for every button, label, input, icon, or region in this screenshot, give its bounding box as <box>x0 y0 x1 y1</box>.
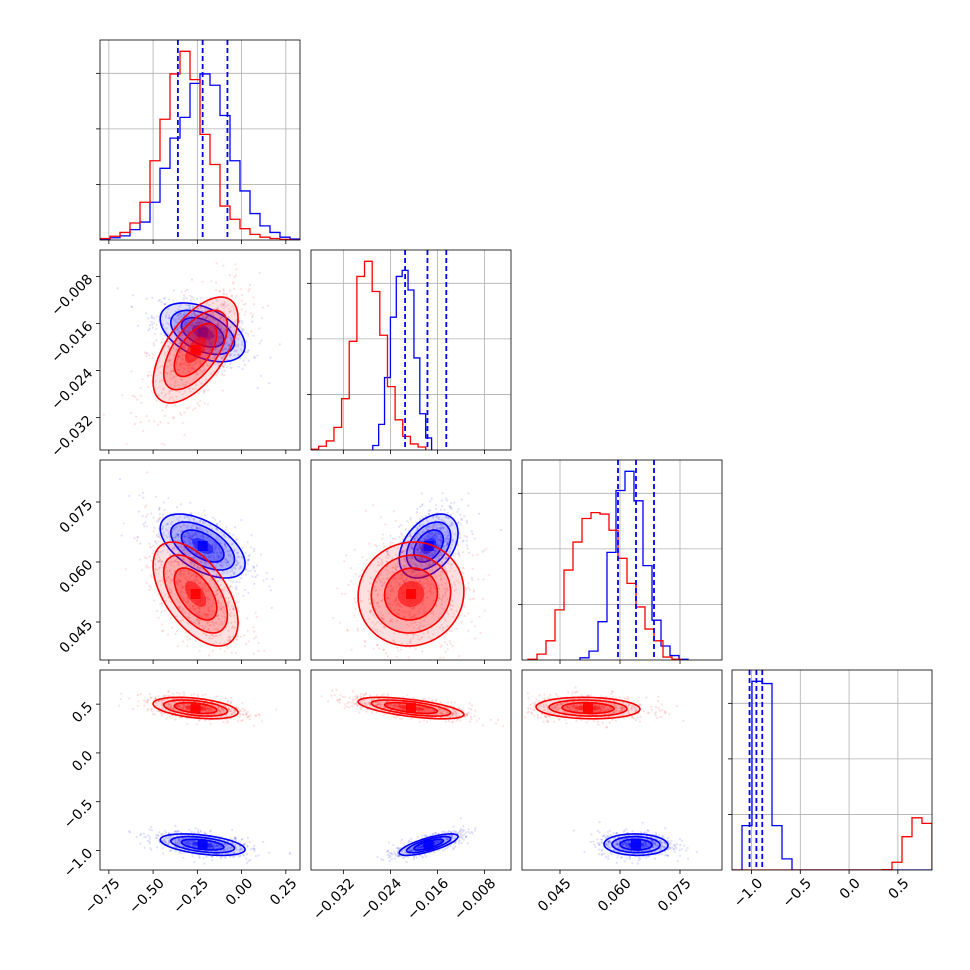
red-histogram-0 <box>100 50 300 240</box>
blue-contour <box>405 835 452 854</box>
blue-contour <box>611 835 661 854</box>
red-contour <box>162 554 229 634</box>
x-tick-label: −0.008 <box>451 875 499 923</box>
red-peak-marker <box>406 703 416 714</box>
scatter-panel-3-2 <box>521 669 723 874</box>
red-histogram-2 <box>527 511 682 660</box>
blue-peak-marker <box>423 541 434 551</box>
y-tick-label: −0.016 <box>48 318 96 366</box>
x-tick-label: −0.016 <box>404 875 452 923</box>
red-contour <box>173 322 218 378</box>
x-tick-label: −0.5 <box>780 875 815 910</box>
red-contour <box>383 567 439 621</box>
x-tick-label: −0.032 <box>310 875 358 923</box>
red-peak-marker <box>190 589 201 599</box>
red-contour <box>173 701 218 715</box>
y-tick-label: 0.060 <box>57 557 97 597</box>
scatter-panel-3-1 <box>310 669 512 874</box>
blue-contour <box>180 529 225 563</box>
red-peak-marker <box>190 345 201 355</box>
panel-frame <box>310 249 512 451</box>
red-peak-marker <box>190 703 201 714</box>
blue-contour <box>398 513 459 579</box>
panel-frame <box>310 669 512 871</box>
blue-contour <box>603 833 669 857</box>
red-contour <box>162 309 229 391</box>
blue-peak-marker <box>423 839 434 850</box>
red-contour <box>162 699 229 717</box>
blue-histogram-3 <box>732 680 932 870</box>
x-tick-label: 0.060 <box>595 875 635 915</box>
x-tick-label: 0.0 <box>837 875 864 902</box>
red-contour <box>357 696 465 720</box>
y-tick-label: −0.032 <box>48 413 96 461</box>
red-contour <box>152 296 239 404</box>
blue-histogram-1 <box>372 269 433 450</box>
panel-frame <box>521 459 723 661</box>
x-tick-label: −1.0 <box>731 875 766 910</box>
red-peak-marker <box>406 589 416 599</box>
hist-panel-3 <box>728 669 933 874</box>
blue-peak-marker <box>631 839 641 850</box>
y-tick-label: 0.045 <box>57 617 97 657</box>
red-histogram-1 <box>311 260 427 450</box>
x-tick-label: 0.075 <box>655 875 695 915</box>
red-histogram-3 <box>732 817 932 870</box>
red-contour <box>548 699 628 717</box>
hist-panel-2 <box>518 459 723 664</box>
blue-contour <box>619 838 653 851</box>
blue-histogram-2 <box>579 470 689 660</box>
x-tick-label: 0.25 <box>267 875 300 908</box>
y-tick-label: −0.5 <box>61 797 96 832</box>
scatter-panel-2-0 <box>96 459 301 664</box>
blue-peak-marker <box>197 541 208 551</box>
panel-frame <box>310 459 512 661</box>
blue-contour <box>398 833 459 857</box>
panel-frame <box>99 39 301 241</box>
blue-contour <box>413 529 445 563</box>
red-contour <box>561 701 615 715</box>
blue-peak-marker <box>197 327 208 338</box>
panel-frame <box>521 669 723 871</box>
panel-frame <box>99 459 301 661</box>
scatter-panel-1-0 <box>96 249 301 454</box>
x-tick-label: 0.00 <box>223 875 256 908</box>
y-tick-label: −0.008 <box>48 271 96 319</box>
red-contour <box>535 696 641 720</box>
scatter-panel-3-0 <box>96 669 301 874</box>
blue-peak-marker <box>197 839 208 850</box>
scatter-panel-2-1 <box>310 459 512 664</box>
blue-contour <box>413 838 445 851</box>
red-contour <box>383 701 439 715</box>
y-tick-label: −0.024 <box>48 366 96 414</box>
hist-panel-0 <box>96 39 301 244</box>
panel-frame <box>99 249 301 451</box>
y-tick-label: 0.075 <box>57 497 97 537</box>
hist-panel-1 <box>307 249 512 454</box>
x-tick-label: −0.25 <box>170 875 212 917</box>
blue-contour <box>159 833 246 857</box>
red-contour <box>357 541 465 647</box>
x-tick-label: −0.50 <box>126 875 168 917</box>
red-contour <box>173 567 218 621</box>
panel-frame <box>99 669 301 871</box>
x-tick-label: 0.5 <box>886 875 913 902</box>
x-tick-label: −0.024 <box>357 875 405 923</box>
blue-contour <box>180 838 225 851</box>
red-contour <box>370 699 452 717</box>
red-peak-marker <box>583 703 593 714</box>
red-contour <box>152 696 239 720</box>
x-tick-label: 0.045 <box>535 875 575 915</box>
blue-contour <box>169 835 236 854</box>
y-tick-label: −1.0 <box>61 845 96 880</box>
y-tick-label: 0.5 <box>69 699 96 726</box>
red-contour <box>152 541 239 647</box>
y-tick-label: 0.0 <box>69 748 96 775</box>
blue-contour <box>169 521 236 571</box>
panel-frame <box>731 669 933 871</box>
red-contour <box>370 554 452 634</box>
blue-contour <box>159 513 246 579</box>
x-tick-label: −0.75 <box>82 875 124 917</box>
